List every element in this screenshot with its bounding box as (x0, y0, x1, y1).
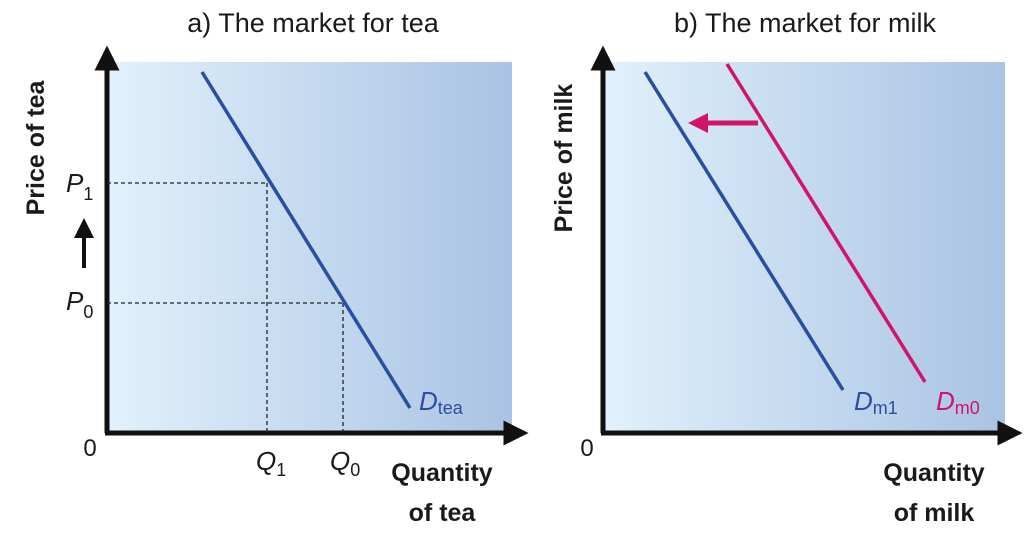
panel-title: b) The market for milk (674, 8, 937, 38)
price-label: P1 (66, 168, 93, 204)
symbol: D (419, 386, 438, 416)
symbol: D (936, 386, 955, 416)
panel-title: a) The market for tea (187, 8, 440, 38)
panel-milk: b) The market for milk 0 Quantity of mil… (550, 8, 1023, 527)
origin-label: 0 (580, 435, 593, 462)
demand-curve-original (725, 63, 927, 383)
x-axis-label: of milk (894, 499, 975, 527)
symbol: Q (330, 446, 350, 476)
demand-curve-new (643, 71, 845, 391)
subscript: tea (438, 398, 464, 418)
y-axis-label: Price of tea (22, 80, 50, 216)
quantity-label: Q0 (330, 446, 360, 480)
curve-label: Dm1 (854, 386, 898, 418)
guide-lines (107, 182, 344, 433)
symbol: Q (256, 446, 276, 476)
price-label: P0 (66, 286, 93, 322)
panel-tea: a) The market for tea P1 P0 0 Q1 Q0 Quan… (22, 8, 529, 527)
x-axis-label: of tea (409, 499, 477, 527)
symbol: P (66, 286, 84, 316)
demand-curve (200, 71, 412, 409)
symbol: P (66, 168, 84, 198)
origin-label: 0 (83, 435, 96, 462)
y-axis-label: Price of milk (550, 84, 578, 233)
plot-background (603, 62, 1005, 433)
symbol: D (854, 386, 873, 416)
curve-label: Dm0 (936, 386, 980, 418)
x-axis-label: Quantity (883, 459, 984, 487)
subscript: 1 (276, 460, 286, 480)
subscript: 1 (83, 184, 93, 204)
subscript: m0 (955, 398, 980, 418)
curve-label: Dtea (419, 386, 464, 418)
subscript: 0 (350, 460, 360, 480)
subscript: 0 (83, 302, 93, 322)
quantity-label: Q1 (256, 446, 286, 480)
subscript: m1 (873, 398, 898, 418)
x-axis-label: Quantity (391, 459, 492, 487)
